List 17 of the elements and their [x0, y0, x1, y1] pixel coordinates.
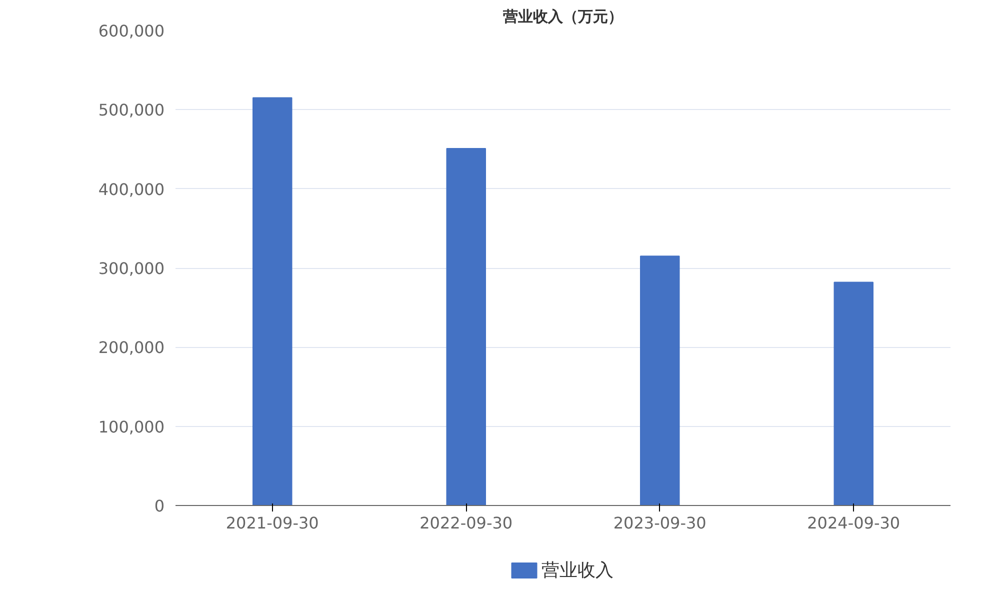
y-tick-label: 100,000	[98, 417, 165, 436]
bar	[446, 148, 486, 506]
x-tick-label: 2024-09-30	[807, 514, 900, 532]
y-tick-label: 600,000	[98, 22, 165, 40]
bar	[252, 97, 292, 506]
y-tick-label: 500,000	[98, 100, 165, 120]
bar	[834, 282, 874, 506]
x-tick-label: 2022-09-30	[420, 514, 513, 532]
bar	[640, 256, 680, 506]
y-tick-label: 0	[154, 496, 165, 516]
y-tick-label: 200,000	[98, 338, 165, 358]
x-tick-label: 2023-09-30	[613, 514, 706, 532]
legend-label: 营业收入	[541, 560, 614, 581]
y-tick-label: 300,000	[98, 259, 165, 278]
chart-title: 营业收入（万元）	[502, 8, 623, 26]
x-tick-label: 2021-09-30	[226, 514, 319, 532]
y-tick-label: 400,000	[98, 180, 165, 199]
